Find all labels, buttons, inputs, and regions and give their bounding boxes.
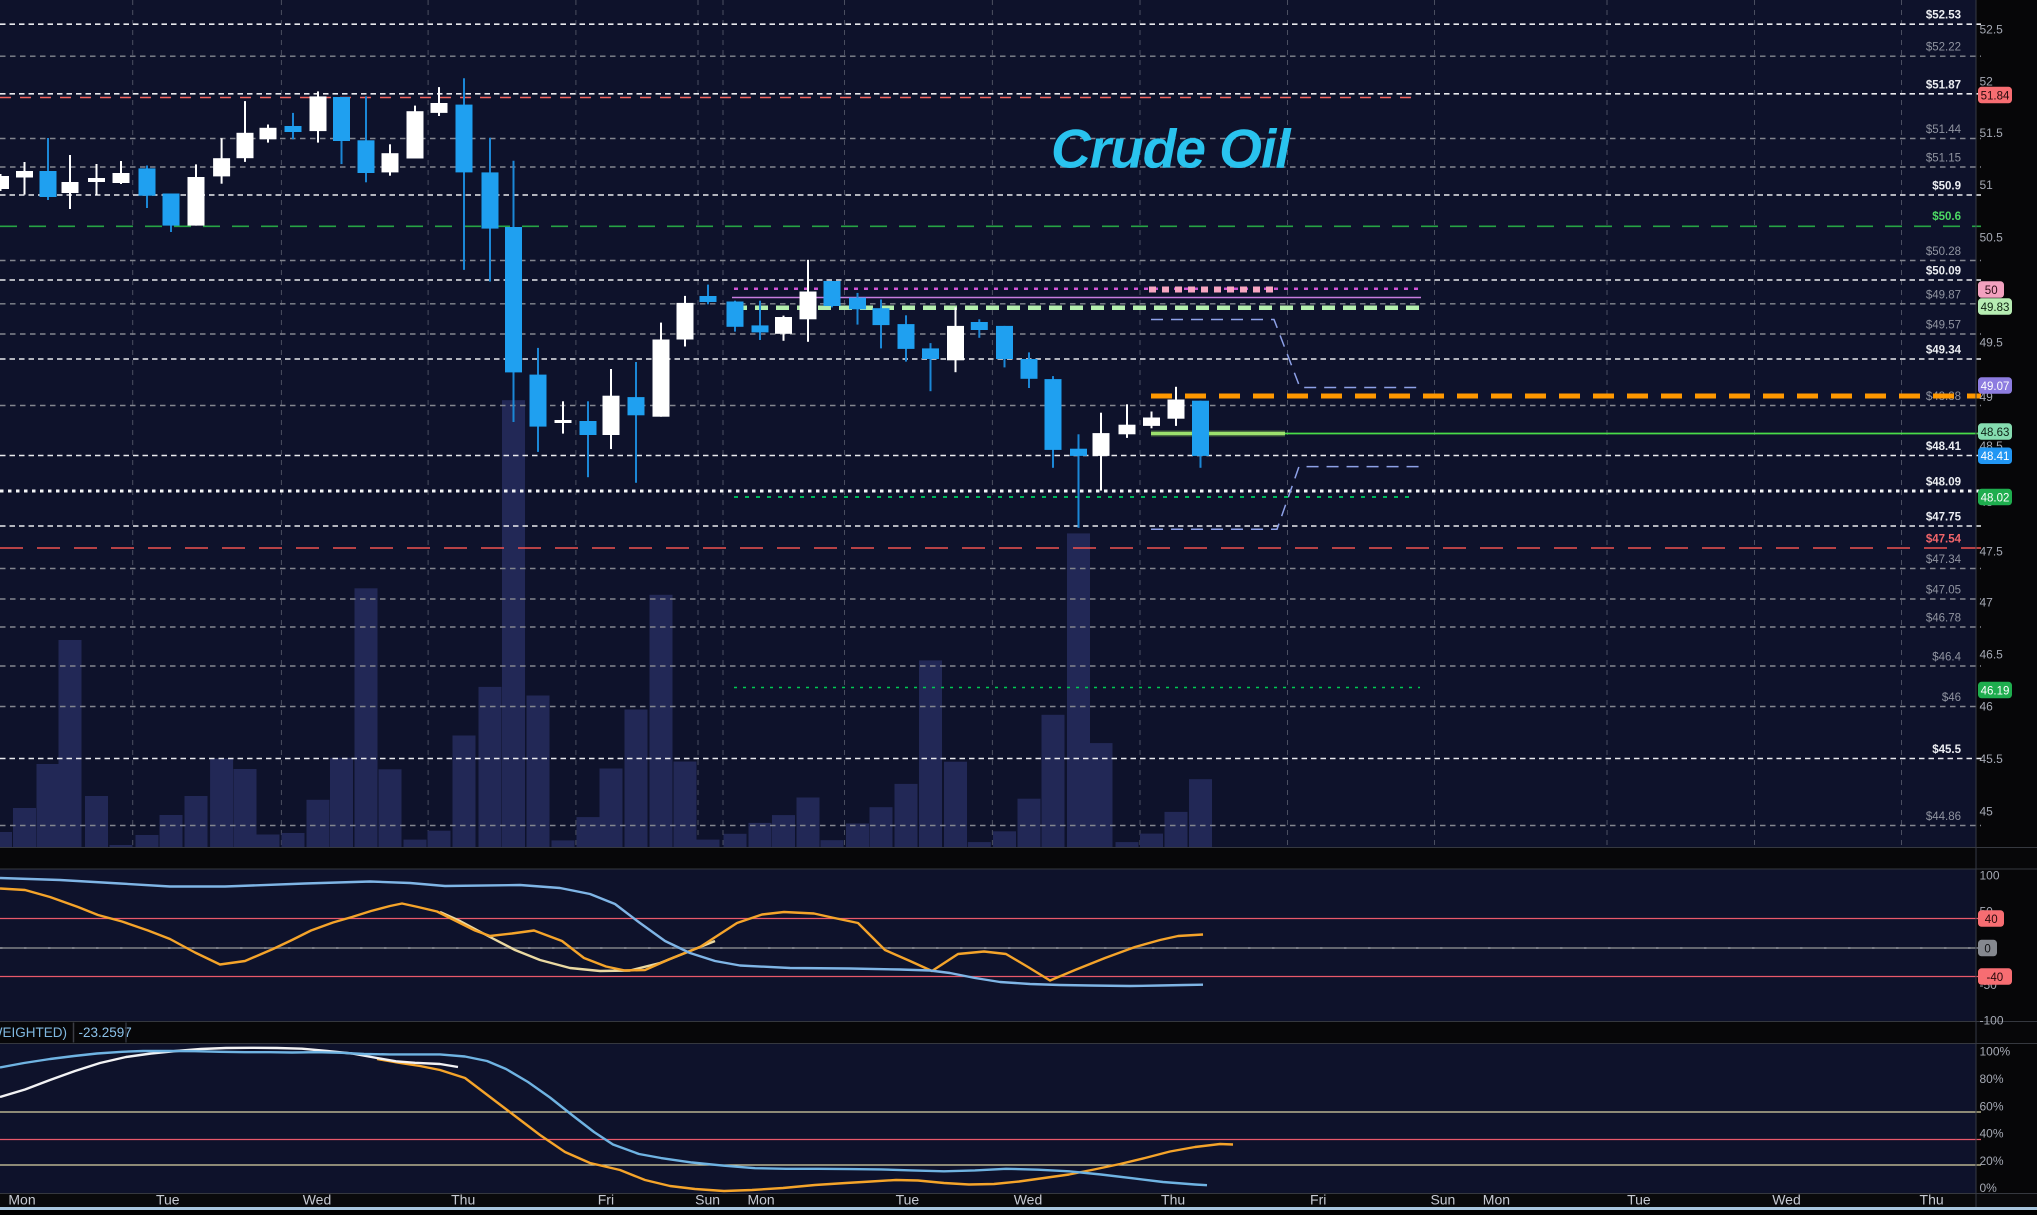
svg-text:Tue: Tue: [156, 1192, 180, 1208]
svg-text:$50.09: $50.09: [1926, 266, 1961, 278]
svg-text:52.5: 52.5: [1980, 23, 2004, 37]
svg-text:49.5: 49.5: [1980, 336, 2004, 350]
svg-text:48.02: 48.02: [1981, 492, 2010, 504]
svg-text:40: 40: [1985, 914, 1998, 926]
svg-text:51.5: 51.5: [1980, 126, 2004, 140]
svg-text:$47.34: $47.34: [1926, 554, 1962, 566]
svg-text:48.41: 48.41: [1981, 451, 2010, 463]
svg-text:47: 47: [1980, 596, 1994, 610]
svg-text:$52.53: $52.53: [1926, 10, 1961, 22]
svg-text:40%: 40%: [1980, 1127, 2004, 1141]
svg-text:$50.6: $50.6: [1932, 211, 1961, 223]
svg-text:-40: -40: [1986, 972, 2003, 984]
svg-text:100: 100: [1980, 869, 2000, 883]
svg-text:60%: 60%: [1980, 1100, 2004, 1114]
svg-text:Thu: Thu: [1920, 1192, 1944, 1208]
svg-text:Mon: Mon: [8, 1192, 35, 1208]
svg-text:$47.54: $47.54: [1926, 534, 1962, 546]
svg-text:50.5: 50.5: [1980, 231, 2004, 245]
svg-text:Mon: Mon: [1483, 1192, 1510, 1208]
svg-text:47.5: 47.5: [1980, 545, 2004, 559]
svg-text:49.83: 49.83: [1981, 302, 2010, 314]
svg-text:$50.28: $50.28: [1926, 246, 1961, 258]
svg-text:$46.4: $46.4: [1932, 652, 1961, 664]
svg-text:Wed: Wed: [303, 1192, 332, 1208]
svg-text:Wed: Wed: [1772, 1192, 1801, 1208]
svg-text:0: 0: [1984, 943, 1990, 955]
svg-text:$51.87: $51.87: [1926, 79, 1961, 91]
svg-text:52: 52: [1980, 75, 1994, 89]
svg-text:$47.75: $47.75: [1926, 512, 1962, 524]
svg-text:48.63: 48.63: [1981, 427, 2010, 439]
svg-text:$48.41: $48.41: [1926, 441, 1962, 453]
svg-text:0, WEIGHTED): 0, WEIGHTED): [0, 1025, 67, 1040]
svg-text:80%: 80%: [1980, 1072, 2004, 1086]
svg-text:$50.9: $50.9: [1932, 181, 1961, 193]
svg-text:-23.2597: -23.2597: [79, 1025, 132, 1040]
svg-text:$51.15: $51.15: [1926, 153, 1961, 165]
svg-text:Tue: Tue: [896, 1192, 920, 1208]
svg-text:20%: 20%: [1980, 1154, 2004, 1168]
svg-text:$46.78: $46.78: [1926, 613, 1961, 625]
svg-text:$45.5: $45.5: [1932, 744, 1961, 756]
svg-text:46.5: 46.5: [1980, 648, 2004, 662]
svg-text:$52.22: $52.22: [1926, 42, 1961, 54]
svg-text:$49.87: $49.87: [1926, 289, 1961, 301]
svg-text:Wed: Wed: [1014, 1192, 1043, 1208]
svg-text:Crude Oil: Crude Oil: [1051, 118, 1292, 180]
svg-text:100%: 100%: [1980, 1045, 2011, 1059]
svg-text:Fri: Fri: [598, 1192, 614, 1208]
svg-text:Tue: Tue: [1627, 1192, 1651, 1208]
svg-text:Thu: Thu: [1161, 1192, 1185, 1208]
svg-text:$47.05: $47.05: [1926, 585, 1961, 597]
svg-text:50: 50: [1985, 285, 1998, 297]
svg-text:$49.57: $49.57: [1926, 320, 1961, 332]
svg-text:$51.44: $51.44: [1926, 124, 1962, 136]
svg-text:45.5: 45.5: [1980, 752, 2004, 766]
svg-text:$48.09: $48.09: [1926, 477, 1961, 489]
svg-text:Sun: Sun: [695, 1192, 720, 1208]
svg-text:49.07: 49.07: [1981, 381, 2010, 393]
svg-text:0%: 0%: [1980, 1181, 1998, 1195]
svg-text:-100: -100: [1980, 1014, 2004, 1028]
svg-text:Thu: Thu: [451, 1192, 475, 1208]
svg-text:51.84: 51.84: [1981, 90, 2010, 102]
svg-text:$49.34: $49.34: [1926, 345, 1962, 357]
svg-text:Fri: Fri: [1310, 1192, 1326, 1208]
svg-text:46.19: 46.19: [1981, 685, 2010, 697]
svg-text:46: 46: [1980, 700, 1994, 714]
svg-text:45: 45: [1980, 805, 1994, 819]
svg-text:Sun: Sun: [1430, 1192, 1455, 1208]
svg-text:Mon: Mon: [747, 1192, 774, 1208]
svg-text:51: 51: [1980, 178, 1994, 192]
svg-text:$46: $46: [1942, 692, 1961, 704]
svg-text:$44.86: $44.86: [1926, 811, 1961, 823]
